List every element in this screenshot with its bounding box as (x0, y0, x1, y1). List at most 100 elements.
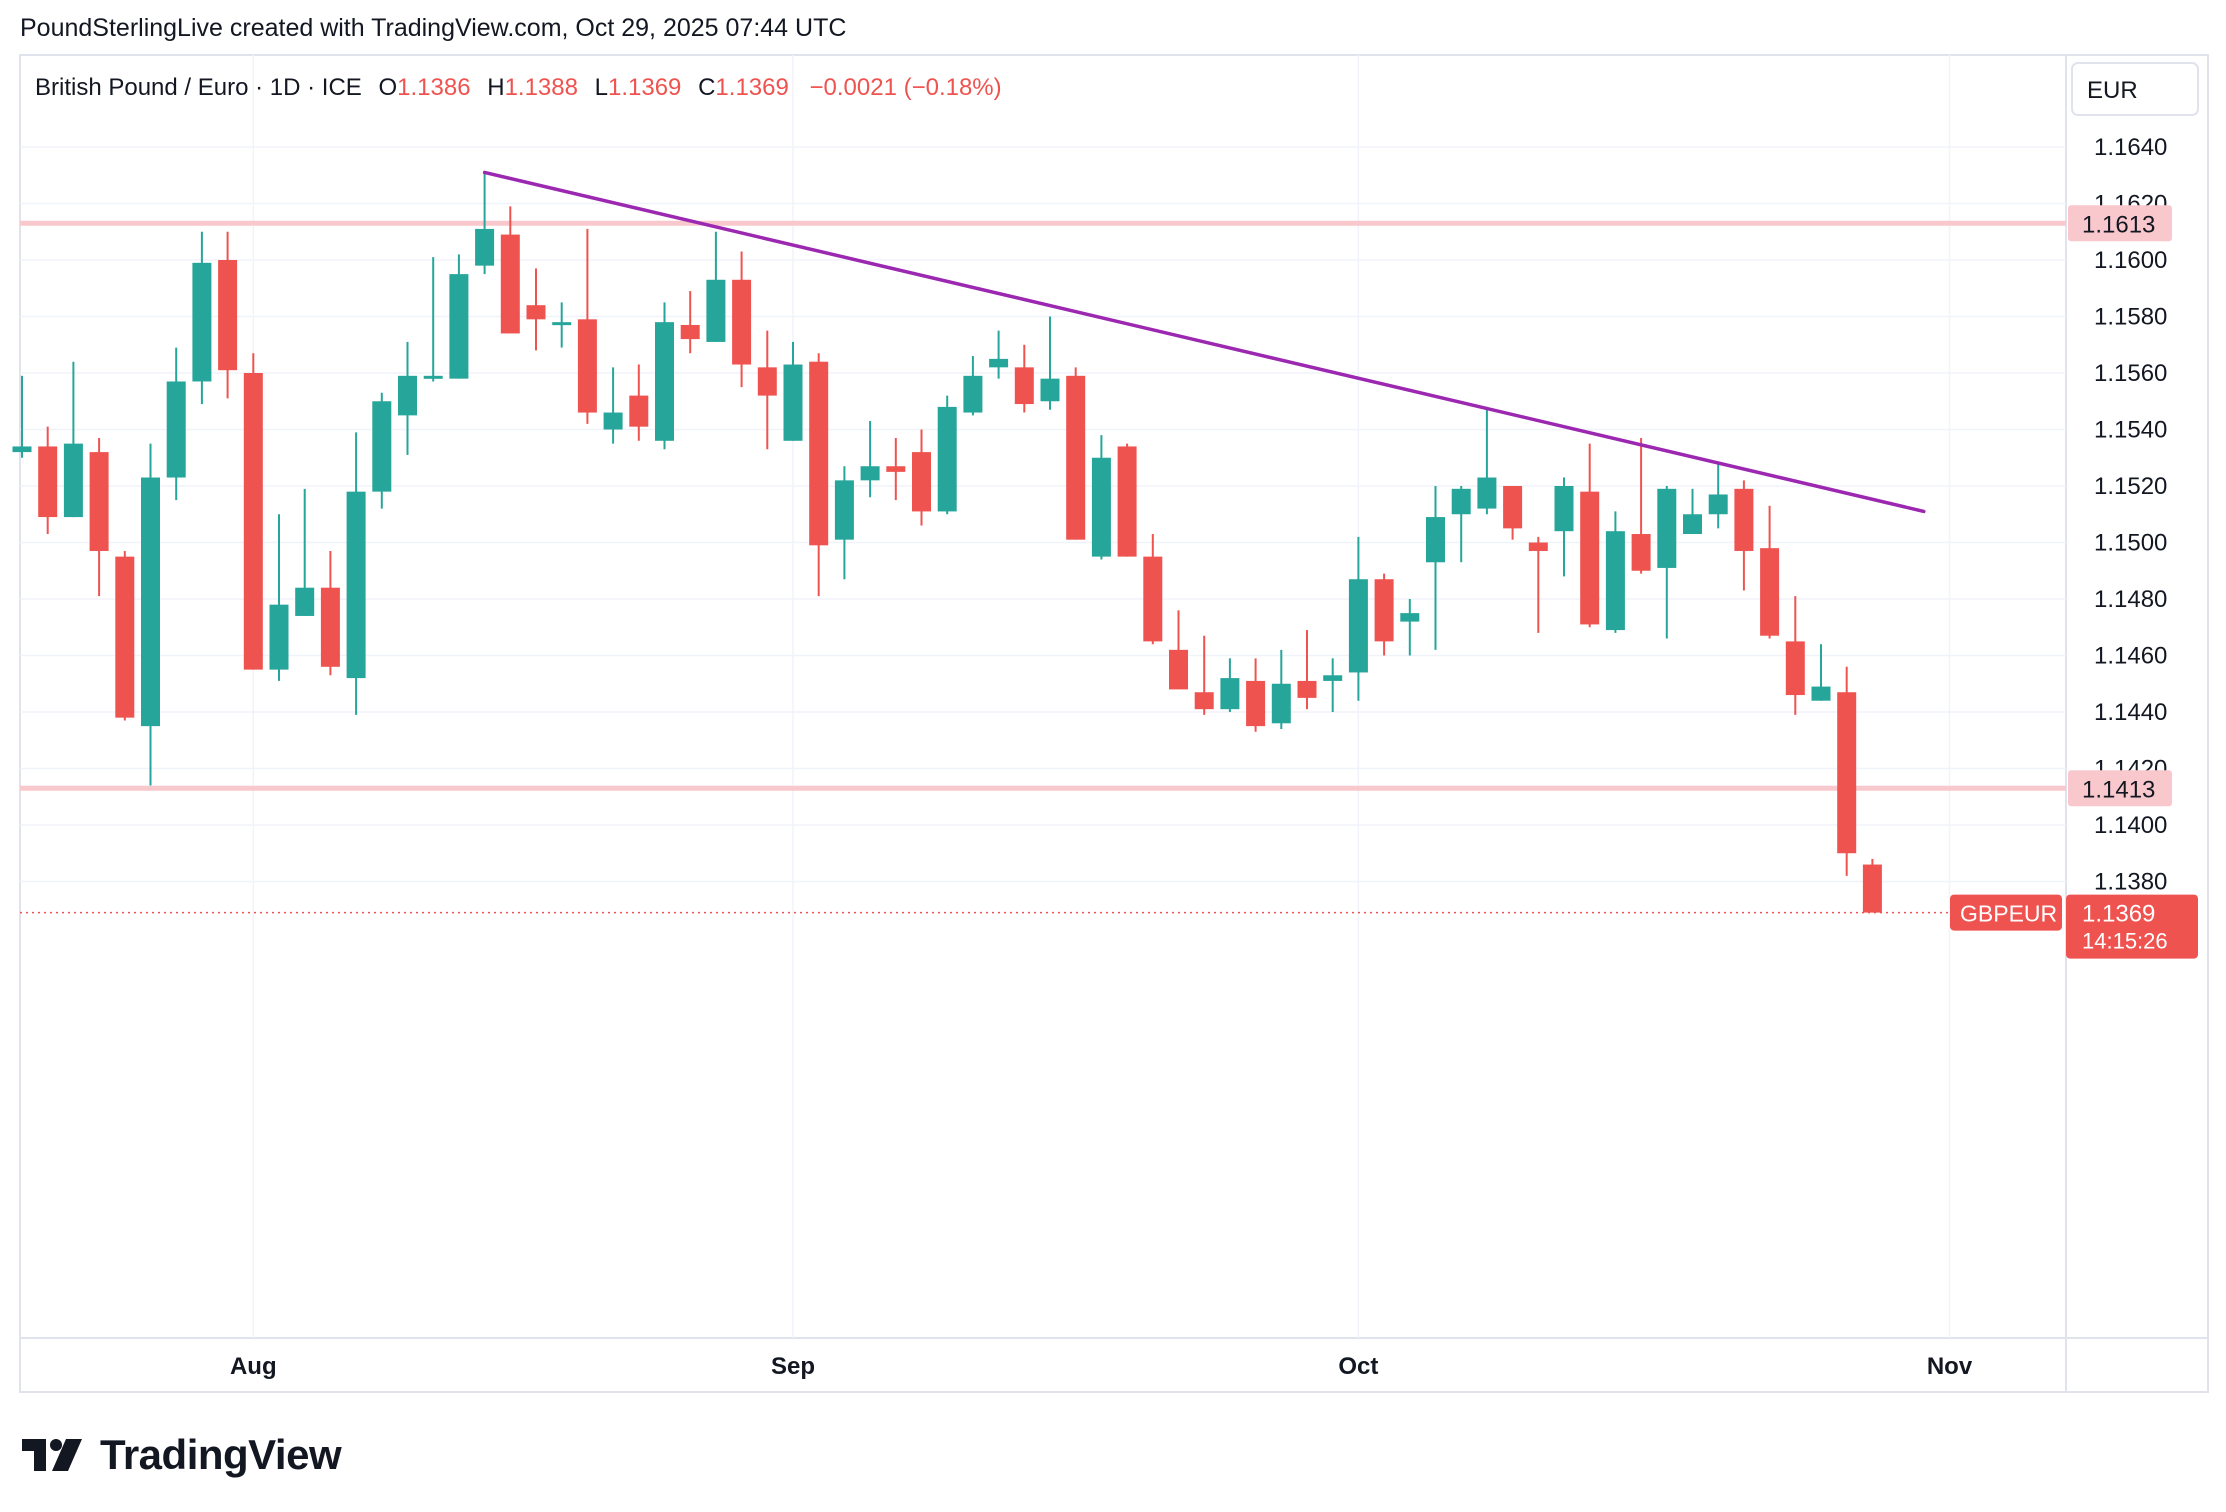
candle-body (295, 587, 315, 616)
candle-body (192, 262, 212, 382)
candle (1040, 316, 1060, 410)
low-label: L (595, 74, 608, 101)
change-value: −0.0021 (−0.18%) (810, 74, 1002, 101)
candle-body (38, 446, 58, 518)
candle-body (1374, 579, 1394, 642)
candle-body (1297, 680, 1317, 698)
candle (1554, 477, 1574, 577)
candle (1862, 858, 1882, 913)
candle-body (706, 279, 726, 342)
candle-body (655, 322, 674, 441)
candle (937, 395, 957, 515)
price-tick-label: 1.1580 (2094, 304, 2167, 331)
tradingview-logo[interactable]: TradingView (22, 1425, 342, 1485)
candle (1426, 486, 1445, 650)
candle (1605, 511, 1625, 633)
high-value: 1.1388 (505, 74, 578, 101)
candle (1683, 488, 1702, 535)
trendline (482, 170, 1926, 514)
candle-body (423, 375, 443, 379)
candle (1297, 630, 1317, 710)
last-price-tag: 1.1369 14:15:26 (2066, 894, 2198, 959)
candle-body (1528, 542, 1548, 551)
candle-body (1554, 486, 1574, 532)
candle-body (577, 319, 597, 413)
candle-body (115, 556, 135, 718)
candle (1760, 505, 1780, 639)
candle-body (1785, 641, 1805, 696)
price-axis[interactable]: 1.16401.16201.16001.15801.15601.15401.15… (2094, 134, 2167, 896)
candle-body (680, 324, 700, 340)
last-price-value: 1.1369 (2082, 901, 2155, 928)
candle-body (526, 305, 546, 320)
price-tick-label: 1.1500 (2094, 530, 2167, 557)
candle (398, 341, 417, 455)
candle (38, 426, 58, 535)
candle (141, 443, 160, 786)
time-tick-label: Oct (1338, 1353, 1378, 1380)
candle (372, 392, 392, 509)
candle-body (1271, 683, 1291, 724)
candle-body (1323, 675, 1343, 681)
time-axis[interactable]: Aug Sep Oct Nov (230, 1353, 1973, 1380)
candle (1117, 443, 1137, 557)
candle (115, 550, 135, 721)
candle (577, 228, 597, 424)
candle (166, 347, 186, 501)
candle (655, 302, 674, 450)
candle-body (834, 480, 854, 540)
candle-body (1014, 367, 1034, 405)
candle (912, 429, 931, 526)
open-label: O (378, 74, 397, 101)
candle (1503, 486, 1523, 540)
candle (860, 421, 880, 498)
price-tick-label: 1.1640 (2094, 134, 2167, 161)
candle (295, 488, 315, 616)
candle-body (1862, 864, 1882, 913)
price-tick-label: 1.1460 (2094, 643, 2167, 670)
candle (1323, 658, 1343, 712)
candle-body (1631, 534, 1651, 571)
candle-body (629, 395, 649, 427)
candle-body (12, 446, 32, 453)
candle-body (1169, 649, 1188, 690)
candle (1734, 480, 1754, 591)
candle-body (449, 274, 469, 379)
candle-body (1760, 548, 1780, 636)
chart-credit: PoundSterlingLive created with TradingVi… (20, 14, 847, 42)
candle (1169, 610, 1188, 690)
candle-body (1811, 686, 1831, 701)
candle-body (89, 452, 109, 551)
candle (269, 514, 289, 681)
candle-body (1683, 514, 1702, 535)
candle (1348, 536, 1368, 701)
candle-body (1066, 375, 1086, 540)
candle (1657, 486, 1677, 639)
candle (12, 375, 32, 458)
candle (1631, 437, 1651, 574)
candle (1477, 406, 1497, 515)
price-chart[interactable]: 1.16401.16201.16001.15801.15601.15401.15… (0, 0, 2226, 1420)
candle-body (1426, 517, 1445, 563)
candle-body (1220, 678, 1240, 710)
candle (886, 437, 906, 501)
price-tick-label: 1.1600 (2094, 247, 2167, 274)
currency-button[interactable]: EUR (2071, 62, 2199, 116)
candle-body (809, 361, 829, 546)
symbol-tag-text: GBPEUR (1960, 901, 2057, 927)
candle (1785, 596, 1805, 715)
candle-body (886, 466, 906, 472)
candle-body (269, 604, 289, 670)
candle (192, 231, 212, 405)
candle-body (1580, 491, 1600, 625)
candle-body (937, 406, 957, 512)
candle (1194, 635, 1214, 715)
candle-body (1348, 579, 1368, 673)
candle-body (1040, 378, 1060, 402)
candle (218, 231, 238, 399)
candle-body (603, 412, 623, 430)
candle (89, 437, 109, 597)
candle (1143, 534, 1163, 645)
candle (629, 364, 649, 441)
candle-body (1837, 692, 1857, 854)
